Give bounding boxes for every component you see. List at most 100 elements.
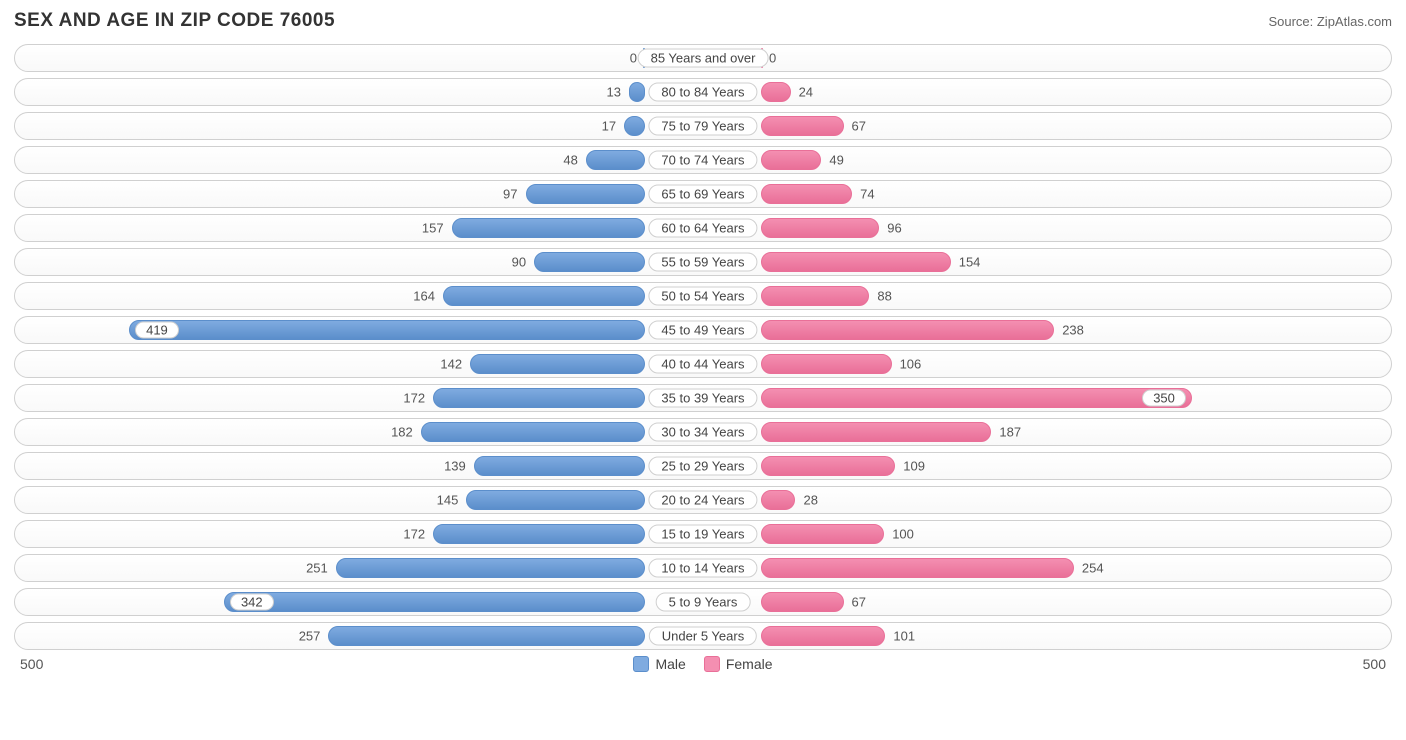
chart-footer: 500 Male Female 500: [14, 656, 1392, 672]
axis-right-max: 500: [1363, 656, 1386, 672]
male-value: 342: [230, 594, 274, 611]
female-bar: [761, 116, 844, 136]
male-bar: [433, 524, 645, 544]
female-bar: [761, 388, 1192, 408]
female-value: 106: [900, 357, 922, 372]
female-value: 154: [959, 255, 981, 270]
female-bar: [761, 286, 869, 306]
female-value: 101: [893, 629, 915, 644]
female-bar: [761, 218, 879, 238]
female-bar: [761, 320, 1054, 340]
age-row: 10 to 14 Years 251 254: [14, 554, 1392, 582]
female-bar: [761, 82, 791, 102]
age-row: Under 5 Years 257 101: [14, 622, 1392, 650]
chart-header: SEX AND AGE IN ZIP CODE 76005 Source: Zi…: [14, 10, 1392, 32]
male-bar: [586, 150, 645, 170]
male-value: 157: [422, 221, 444, 236]
age-group-label: 15 to 19 Years: [648, 525, 757, 544]
male-value: 97: [503, 187, 517, 202]
age-group-label: 35 to 39 Years: [648, 389, 757, 408]
male-bar: [466, 490, 645, 510]
male-bar: [534, 252, 645, 272]
male-value: 90: [512, 255, 526, 270]
age-group-label: 50 to 54 Years: [648, 287, 757, 306]
age-row: 20 to 24 Years14528: [14, 486, 1392, 514]
age-group-label: 75 to 79 Years: [648, 117, 757, 136]
age-row: 75 to 79 Years 17 67: [14, 112, 1392, 140]
male-bar: [421, 422, 645, 442]
female-swatch-icon: [704, 656, 720, 672]
female-value: 254: [1082, 561, 1104, 576]
age-group-label: Under 5 Years: [649, 627, 757, 646]
age-row: 55 to 59 Years 90 154: [14, 248, 1392, 276]
legend-item-male: Male: [633, 656, 685, 672]
female-bar: [761, 490, 795, 510]
male-bar: [526, 184, 646, 204]
age-row: 30 to 34 Years182187: [14, 418, 1392, 446]
male-value: 164: [413, 289, 435, 304]
legend: Male Female: [633, 656, 772, 672]
female-bar: [761, 558, 1074, 578]
male-bar: [470, 354, 645, 374]
age-group-label: 60 to 64 Years: [648, 219, 757, 238]
age-group-label: 80 to 84 Years: [648, 83, 757, 102]
age-row: 50 to 54 Years 164 88: [14, 282, 1392, 310]
female-value: 350: [1142, 390, 1186, 407]
age-group-label: 65 to 69 Years: [648, 185, 757, 204]
population-pyramid-chart: 85 Years and over0080 to 84 Years132475 …: [14, 44, 1392, 650]
female-value: 28: [803, 493, 817, 508]
age-row: 85 Years and over00: [14, 44, 1392, 72]
age-group-label: 5 to 9 Years: [656, 593, 751, 612]
female-bar: [761, 184, 852, 204]
male-value: 172: [403, 527, 425, 542]
age-group-label: 40 to 44 Years: [648, 355, 757, 374]
axis-left-max: 500: [20, 656, 43, 672]
age-row: 25 to 29 Years139109: [14, 452, 1392, 480]
legend-label-male: Male: [655, 656, 685, 672]
age-row: 5 to 9 Years34267: [14, 588, 1392, 616]
age-row: 35 to 39 Years 172 350: [14, 384, 1392, 412]
female-value: 96: [887, 221, 901, 236]
male-bar: [474, 456, 645, 476]
female-bar: [761, 456, 895, 476]
female-value: 74: [860, 187, 874, 202]
female-bar: [761, 150, 821, 170]
male-bar: [443, 286, 645, 306]
male-value: 17: [602, 119, 616, 134]
male-value: 251: [306, 561, 328, 576]
female-value: 49: [829, 153, 843, 168]
female-bar: [761, 626, 885, 646]
age-row: 45 to 49 Years419238: [14, 316, 1392, 344]
female-bar: [761, 592, 844, 612]
male-bar: [336, 558, 645, 578]
age-group-label: 85 Years and over: [638, 49, 769, 68]
female-value: 0: [769, 51, 776, 66]
male-value: 257: [299, 629, 321, 644]
legend-label-female: Female: [726, 656, 773, 672]
female-bar: [761, 422, 991, 442]
age-group-label: 30 to 34 Years: [648, 423, 757, 442]
male-bar: [129, 320, 645, 340]
age-group-label: 20 to 24 Years: [648, 491, 757, 510]
age-group-label: 25 to 29 Years: [648, 457, 757, 476]
age-group-label: 10 to 14 Years: [648, 559, 757, 578]
age-row: 70 to 74 Years4849: [14, 146, 1392, 174]
male-bar: [452, 218, 645, 238]
male-value: 48: [563, 153, 577, 168]
male-bar: [624, 116, 645, 136]
male-bar: [629, 82, 645, 102]
female-bar: [761, 354, 892, 374]
legend-item-female: Female: [704, 656, 773, 672]
male-swatch-icon: [633, 656, 649, 672]
female-value: 100: [892, 527, 914, 542]
female-value: 88: [877, 289, 891, 304]
female-value: 187: [999, 425, 1021, 440]
age-group-label: 55 to 59 Years: [648, 253, 757, 272]
female-value: 67: [852, 119, 866, 134]
age-row: 40 to 44 Years 142 106: [14, 350, 1392, 378]
male-bar: [433, 388, 645, 408]
age-row: 60 to 64 Years 157 96: [14, 214, 1392, 242]
male-value: 142: [440, 357, 462, 372]
chart-source: Source: ZipAtlas.com: [1268, 14, 1392, 29]
male-value: 172: [403, 391, 425, 406]
